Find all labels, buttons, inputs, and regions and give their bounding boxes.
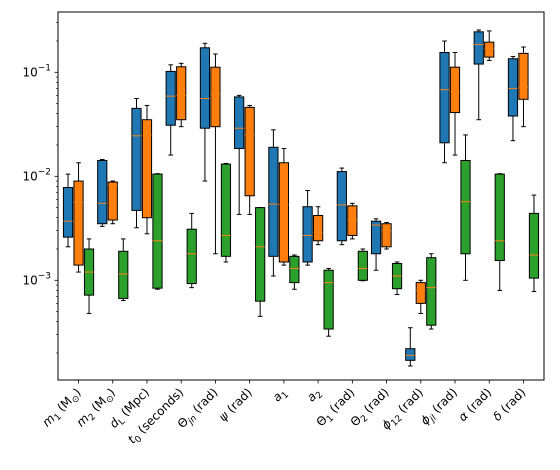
box-body — [255, 207, 266, 302]
box-4-series-2 — [220, 162, 232, 263]
y-tick-label: 10−3 — [22, 271, 51, 287]
box-body — [347, 205, 358, 236]
box-body — [313, 214, 324, 242]
box-2-series-0 — [131, 97, 142, 229]
box-10-series-2 — [426, 253, 437, 330]
box-body — [118, 250, 129, 299]
box-9-series-0 — [370, 218, 382, 271]
box-body — [439, 52, 450, 144]
box-3-series-0 — [165, 64, 176, 156]
box-2-series-1 — [141, 104, 153, 235]
box-body — [131, 107, 142, 211]
box-12-series-0 — [473, 29, 484, 121]
y-axis: 10−3 10−2 10−1 — [22, 22, 58, 354]
box-5-series-1 — [244, 104, 255, 215]
box-body — [199, 47, 211, 129]
box-body — [176, 66, 187, 121]
box-body — [302, 206, 313, 263]
box-body — [278, 162, 289, 263]
box-7-series-1 — [313, 206, 324, 246]
box-body — [460, 159, 471, 255]
box-6-series-0 — [268, 129, 279, 277]
box-7-series-0 — [302, 190, 313, 266]
box-3-series-1 — [176, 62, 187, 128]
box-body — [210, 66, 221, 128]
box-body — [165, 70, 176, 126]
box-body — [473, 31, 484, 65]
box-body — [234, 96, 245, 150]
box-10-series-1 — [415, 279, 426, 314]
box-0-series-1 — [73, 162, 84, 273]
box-13-series-2 — [528, 194, 540, 293]
box-body — [107, 181, 118, 221]
box-0-series-0 — [62, 173, 74, 248]
box-body — [141, 119, 153, 219]
box-body — [62, 187, 74, 238]
box-body — [518, 52, 529, 100]
box-5-series-0 — [234, 94, 245, 215]
box-body — [289, 255, 300, 284]
box-6-series-2 — [289, 254, 300, 290]
box-body — [268, 146, 279, 257]
box-body — [449, 66, 461, 114]
box-body — [507, 58, 519, 117]
box-13-series-0 — [507, 55, 519, 142]
box-11-series-1 — [449, 52, 461, 156]
box-body — [426, 257, 437, 326]
box-body — [336, 171, 347, 242]
box-body — [528, 212, 540, 279]
box-body — [357, 250, 368, 281]
box-body — [323, 269, 334, 330]
box-body — [186, 228, 197, 285]
plot-frame — [57, 11, 545, 381]
box-body — [405, 348, 416, 361]
box-4-series-0 — [199, 42, 211, 182]
box-body — [415, 282, 426, 304]
box-body — [381, 223, 392, 248]
box-body — [220, 163, 232, 257]
box-body — [370, 220, 382, 255]
box-12-series-2 — [494, 173, 505, 291]
box-9-series-1 — [381, 221, 392, 250]
box-body — [73, 180, 84, 266]
y-tick-label: 10−2 — [22, 167, 51, 183]
box-5-series-2 — [255, 207, 266, 317]
box-8-series-2 — [357, 248, 368, 282]
box-body — [494, 173, 505, 262]
box-2-series-2 — [152, 173, 163, 290]
box-0-series-2 — [83, 238, 95, 314]
box-body — [152, 173, 163, 289]
box-9-series-2 — [391, 261, 403, 296]
box-12-series-1 — [484, 30, 495, 61]
box-11-series-2 — [460, 134, 471, 281]
y-tick-label: 10−1 — [22, 63, 51, 79]
box-1-series-1 — [107, 180, 118, 225]
box-body — [484, 41, 495, 58]
box-body — [97, 159, 108, 225]
box-11-series-0 — [439, 40, 450, 164]
box-body — [244, 106, 255, 197]
box-3-series-2 — [186, 212, 197, 289]
x-tick-label: m1 (M⊙) — [39, 385, 85, 431]
box-1-series-0 — [97, 159, 108, 227]
box-6-series-1 — [278, 148, 289, 266]
box-7-series-2 — [323, 267, 334, 337]
box-8-series-1 — [347, 202, 358, 240]
box-8-series-0 — [336, 167, 347, 246]
box-13-series-1 — [518, 46, 529, 128]
box-10-series-0 — [405, 327, 416, 367]
box-1-series-2 — [118, 238, 129, 301]
boxes-layer — [62, 29, 540, 367]
box-4-series-1 — [210, 53, 221, 255]
